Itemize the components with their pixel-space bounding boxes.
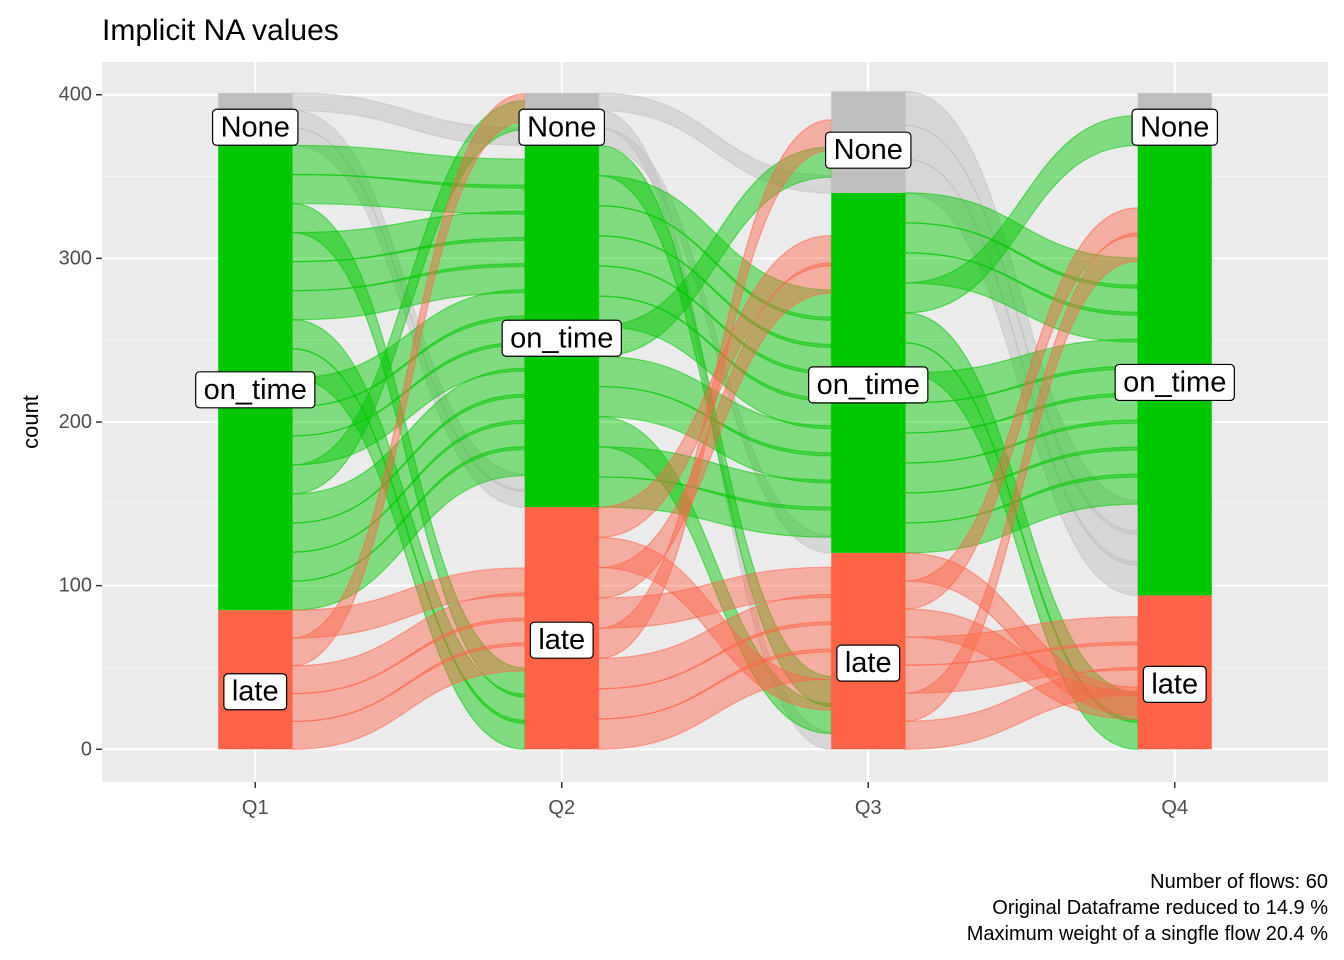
y-axis: 0 100 200 300 400 [59,84,102,760]
label-box [518,108,606,146]
label-box [1131,108,1219,146]
label-text: late [538,624,585,656]
y-tick-label: 200 [59,411,92,433]
stratum-labels: late on_time None late on_time None late on_tim… [195,108,1235,711]
label-box [529,621,594,659]
stratum-label-q1-late: late [223,673,288,711]
stratum-label-q4-on-time: on_time [1114,363,1235,402]
label-box [195,371,316,409]
x-tick-label: Q1 [242,797,269,819]
x-tick-label: Q3 [855,797,882,819]
stratum-label-q1-None: None [211,108,299,146]
chart-title: Implicit NA values [102,14,339,47]
label-box [824,131,912,169]
x-tick-label: Q2 [548,797,575,819]
y-tick-label: 100 [59,575,92,597]
stratum-label-q3-on-time: on_time [808,366,929,404]
stratum-label-q4-None: None [1131,108,1219,146]
label-text: on_time [817,369,920,401]
stratum-label-q2-None: None [518,108,606,146]
label-text: on_time [1123,366,1226,398]
y-tick-label: 0 [81,738,92,760]
label-box [808,366,929,404]
y-axis-label: count [18,395,43,449]
caption-line: Original Dataframe reduced to 14.9 % [992,897,1328,919]
label-box [1142,665,1207,703]
stratum-label-q4-late: late [1142,665,1207,703]
stratum-label-q2-on-time: on_time [501,319,622,357]
x-axis: Q1 Q2 Q3 Q4 [242,782,1188,819]
label-text: on_time [204,374,307,406]
label-box [501,319,622,357]
label-text: on_time [510,322,613,354]
label-text: None [1140,111,1209,143]
label-text: late [232,676,279,708]
label-text: late [1151,668,1198,700]
label-box [211,108,299,146]
label-box [223,673,288,711]
stratum-label-q2-late: late [529,621,594,659]
label-text: None [527,111,596,143]
y-tick-label: 400 [59,84,92,106]
x-tick-label: Q4 [1161,797,1188,819]
label-box [836,644,901,682]
label-text: late [845,647,892,679]
label-text: None [834,134,903,166]
caption-line: Maximum weight of a singfle flow 20.4 % [967,923,1328,945]
flows [291,90,1139,750]
y-tick-label: 300 [59,247,92,269]
stratum-label-q3-None: None [824,131,912,169]
label-text: None [221,111,290,143]
label-box [1114,363,1235,402]
stratum-label-q1-on-time: on_time [195,371,316,409]
stratum-label-q3-late: late [836,644,901,682]
caption: Number of flows: 60 Original Dataframe re… [967,871,1328,945]
caption-line: Number of flows: 60 [1150,871,1328,893]
